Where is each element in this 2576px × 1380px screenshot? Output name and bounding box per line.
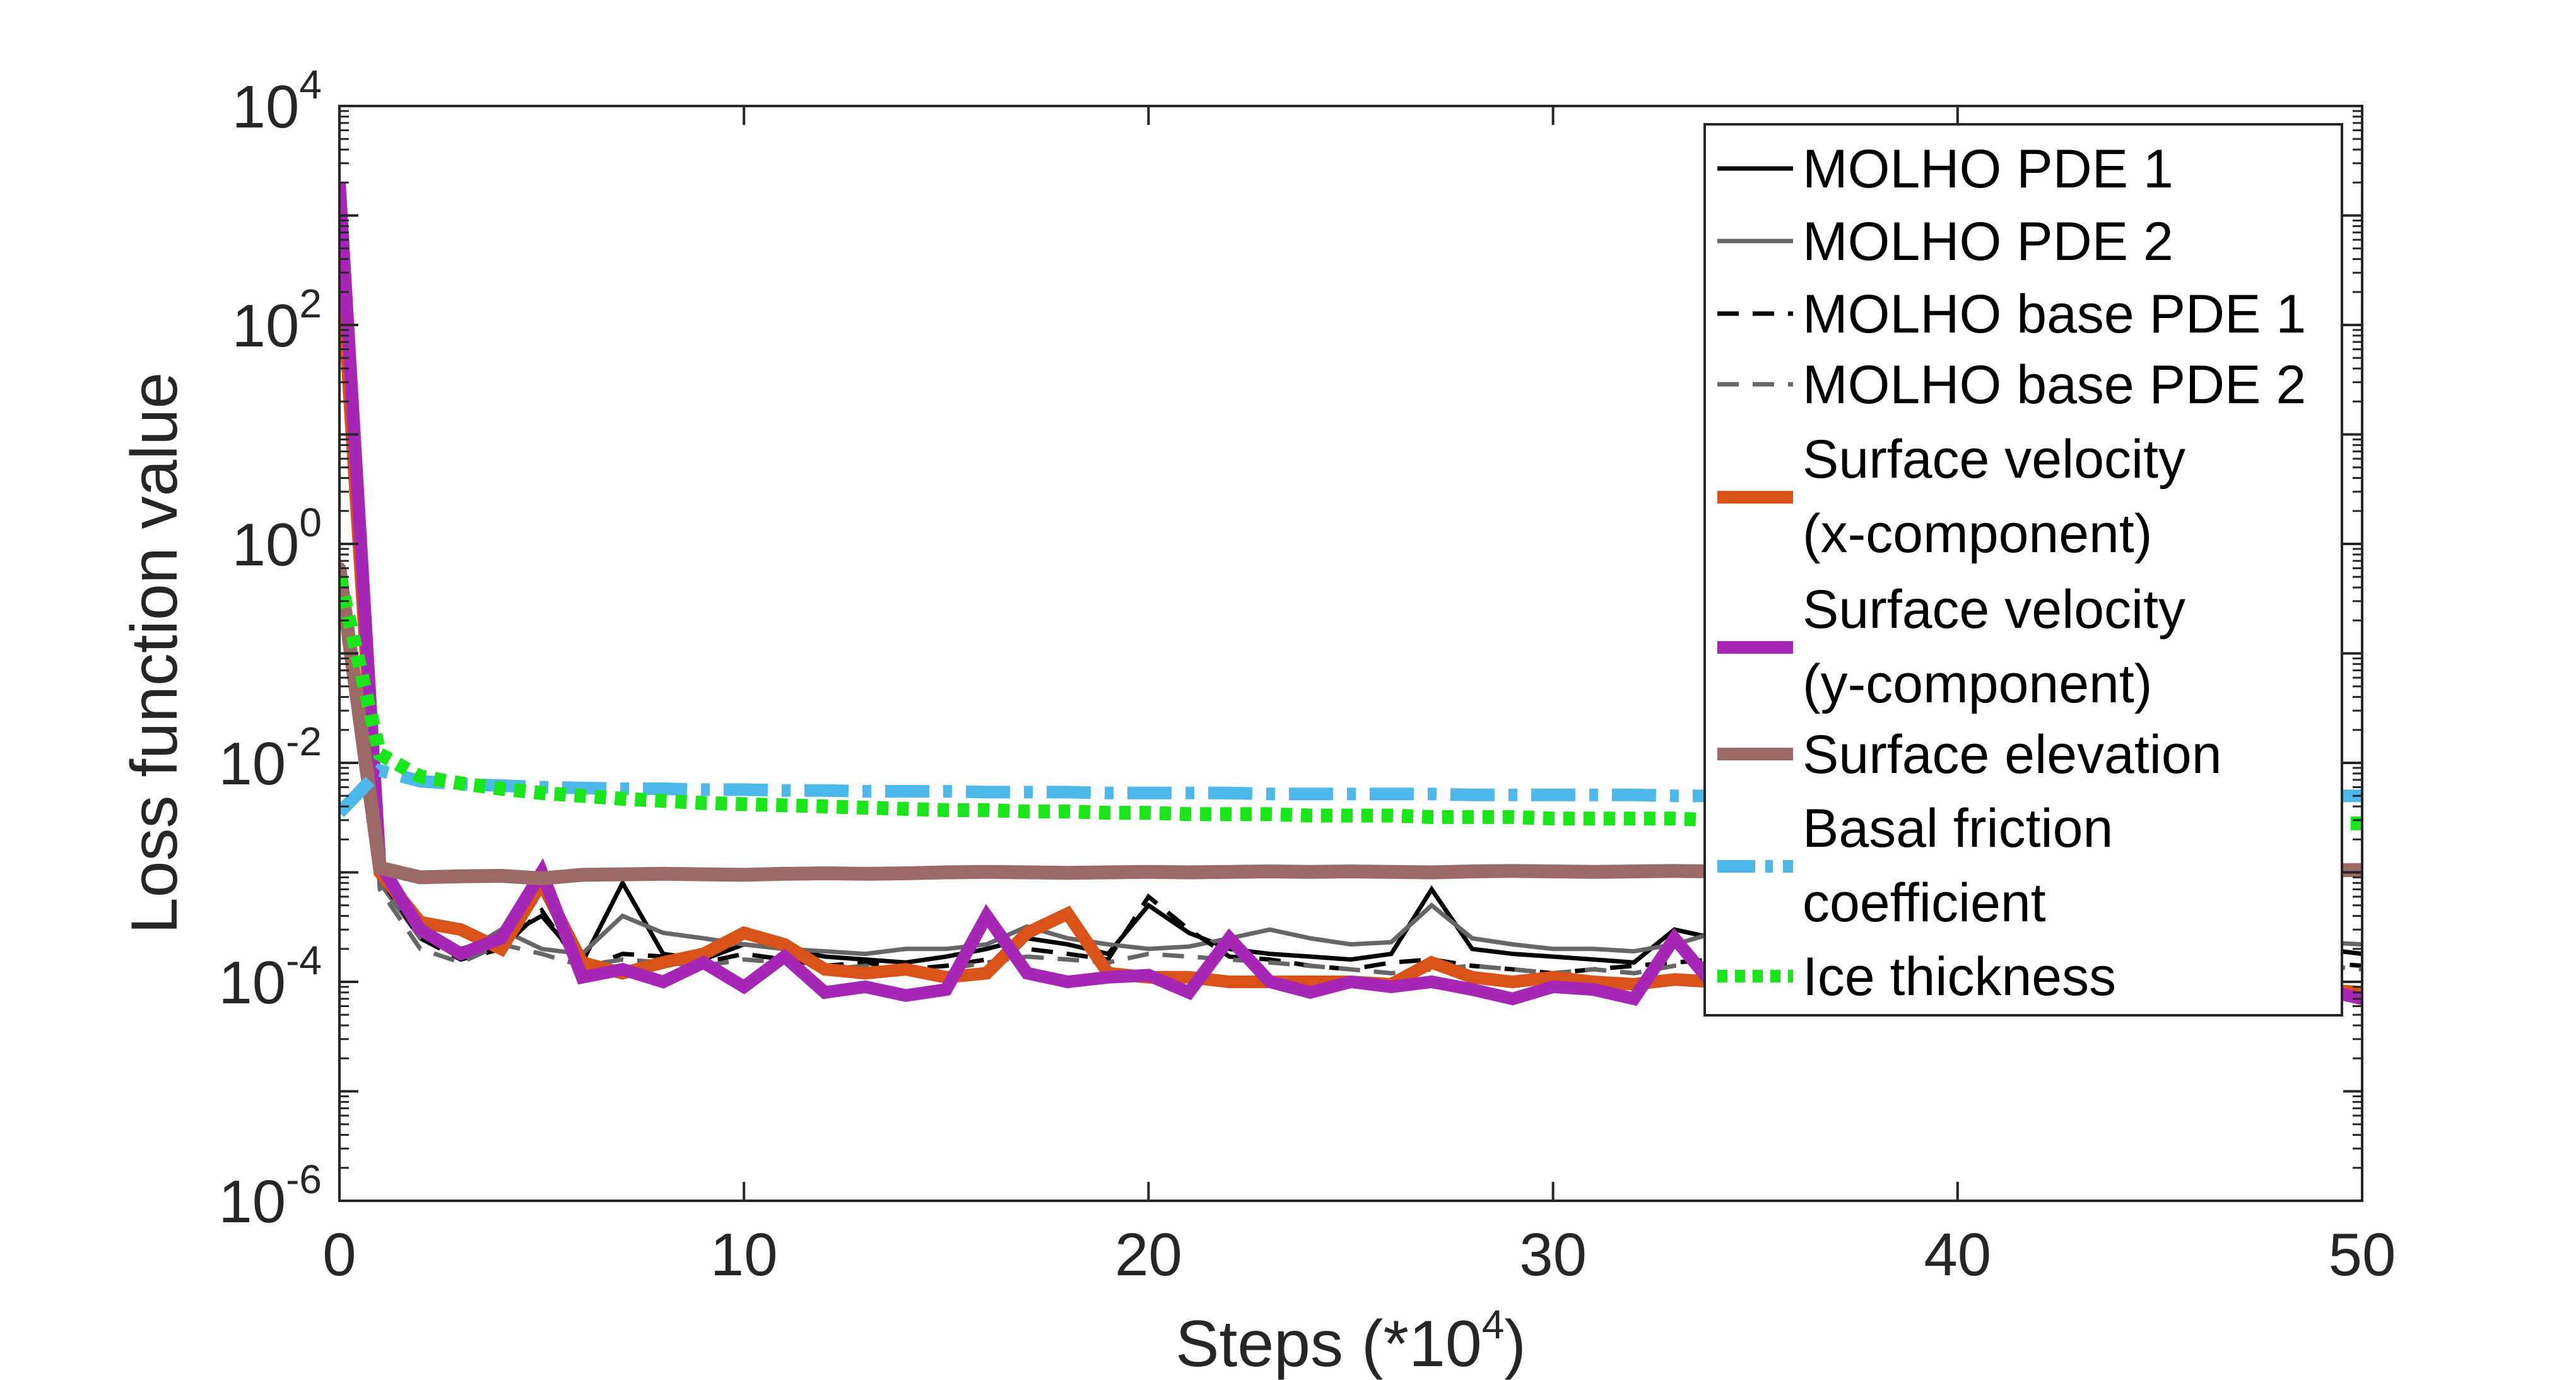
x-tick-label: 20 — [1115, 1221, 1182, 1289]
series-point — [1546, 865, 1560, 878]
series-point — [1263, 865, 1276, 878]
x-axis-label-close: ) — [1504, 1307, 1526, 1380]
series-point — [980, 865, 993, 878]
x-tick-label: 40 — [1924, 1221, 1991, 1289]
y-tick-label: 100 — [232, 500, 322, 579]
legend-label-9: Ice thickness — [1803, 947, 2116, 1007]
legend-label-5: Surface velocity — [1803, 429, 2185, 490]
x-axis-label: Steps (*104) — [1175, 1302, 1526, 1380]
legend-label-7: Surface elevation — [1803, 724, 2222, 785]
series-point — [575, 868, 589, 882]
series-point — [818, 867, 832, 880]
y-tick-exponent: -6 — [286, 1157, 322, 1202]
y-tick-label: 10-2 — [218, 719, 322, 798]
series-point — [1385, 865, 1398, 878]
series-point — [495, 870, 508, 882]
y-tick-base: 10 — [218, 1168, 286, 1236]
series-point — [1223, 865, 1236, 878]
series-point — [1102, 866, 1115, 879]
y-tick-label: 102 — [232, 281, 322, 360]
series-point — [859, 867, 872, 880]
series-point — [1142, 865, 1155, 878]
legend: MOLHO PDE 1 MOLHO PDE 2 MOLHO base PDE 1 MO… — [1703, 123, 2343, 1017]
y-tick-base: 10 — [218, 730, 286, 798]
series-point — [778, 867, 791, 880]
y-tick-exponent: -4 — [286, 938, 322, 983]
y-tick-exponent: 0 — [299, 500, 322, 545]
y-tick-exponent: 4 — [299, 62, 322, 107]
y-tick-exponent: -2 — [286, 719, 322, 764]
legend-swatch-marker — [1749, 748, 1761, 760]
y-tick-label: 104 — [232, 62, 322, 141]
series-point — [1425, 866, 1438, 879]
legend-label-1: MOLHO PDE 1 — [1803, 139, 2173, 199]
series-point — [939, 866, 953, 879]
series-point — [899, 867, 912, 880]
y-tick-label: 10-6 — [218, 1157, 322, 1236]
series-point — [1466, 865, 1479, 878]
y-tick-exponent: 2 — [299, 281, 322, 326]
x-tick-label: 50 — [2329, 1221, 2396, 1289]
series-point — [1344, 865, 1357, 878]
series-point — [454, 870, 468, 883]
y-tick-base: 10 — [232, 511, 300, 579]
x-axis-label-exponent: 4 — [1482, 1302, 1505, 1347]
x-tick-label: 10 — [710, 1221, 778, 1289]
x-tick-label: 30 — [1519, 1221, 1587, 1289]
series-point — [738, 868, 751, 882]
y-tick-label: 10-4 — [218, 938, 322, 1017]
legend-label-4: MOLHO base PDE 2 — [1803, 355, 2306, 415]
series-point — [1587, 865, 1600, 878]
legend-label-6: Surface velocity — [1803, 579, 2185, 640]
legend-label-5-line2: (x-component) — [1803, 504, 2152, 564]
y-tick-base: 10 — [232, 73, 300, 141]
x-axis-label-base: Steps (*10 — [1175, 1307, 1482, 1380]
series-point — [697, 868, 710, 881]
series-point — [1668, 864, 1681, 878]
legend-box — [1703, 123, 2343, 1017]
legend-label-8-line2: coefficient — [1803, 873, 2046, 933]
series-point — [1061, 866, 1074, 880]
x-tick-label: 0 — [322, 1221, 356, 1289]
y-tick-base: 10 — [218, 949, 286, 1017]
series-point — [657, 867, 669, 880]
legend-label-8: Basal friction — [1803, 798, 2113, 859]
series-point — [373, 861, 387, 875]
series-point — [1021, 866, 1033, 879]
series-point — [414, 871, 427, 884]
legend-label-2: MOLHO PDE 2 — [1803, 211, 2173, 272]
series-point — [1506, 864, 1519, 878]
legend-label-3: MOLHO base PDE 1 — [1803, 284, 2306, 345]
series-point — [1182, 866, 1196, 879]
series-point — [1303, 865, 1317, 878]
series-point — [1627, 865, 1640, 878]
legend-label-6-line2: (y-component) — [1803, 654, 2152, 714]
series-line-9 — [339, 575, 2362, 830]
y-axis-label: Loss function value — [118, 372, 191, 934]
series-point — [535, 872, 548, 885]
y-tick-base: 10 — [232, 292, 300, 360]
series-point — [616, 868, 629, 881]
